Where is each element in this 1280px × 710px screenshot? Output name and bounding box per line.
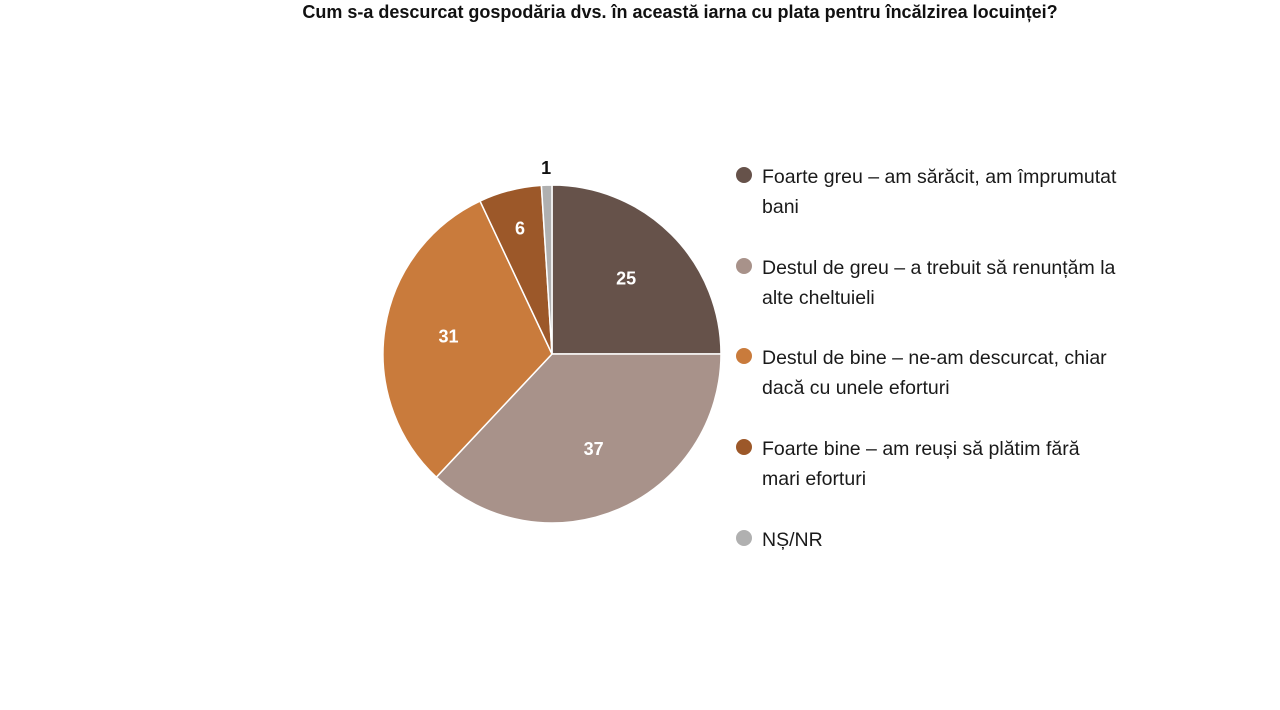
legend-label: Foarte bine – am reuși să plătim fără ma… bbox=[762, 438, 1080, 490]
slice-label-foarte-greu: 25 bbox=[616, 269, 636, 289]
legend-swatch bbox=[736, 530, 752, 546]
pie-slice-ns-nr bbox=[540, 184, 553, 355]
legend-swatch bbox=[736, 258, 752, 274]
chart-title: Cum s-a descurcat gospodăria dvs. în ace… bbox=[302, 2, 1058, 22]
slice-label-ns-nr: 1 bbox=[541, 158, 551, 178]
pie-slice-destul-de-bine bbox=[382, 200, 553, 479]
legend-label: Foarte greu – am sărăcit, am împrumutat … bbox=[762, 166, 1117, 218]
legend-label: Destul de bine – ne-am descurcat, chiar … bbox=[762, 347, 1107, 399]
legend-label: Destul de greu – a trebuit să renunțăm l… bbox=[762, 257, 1116, 309]
pie-slice-foarte-greu bbox=[551, 184, 722, 355]
legend-swatch bbox=[736, 167, 752, 183]
slice-label-destul-de-bine: 31 bbox=[438, 326, 458, 346]
slice-label-foarte-bine: 6 bbox=[515, 218, 525, 238]
legend-swatch bbox=[736, 348, 752, 364]
slice-label-destul-de-greu: 37 bbox=[584, 439, 604, 459]
legend-swatch bbox=[736, 439, 752, 455]
pie-slice-destul-de-greu bbox=[435, 353, 722, 524]
legend-label: NȘ/NR bbox=[762, 529, 823, 551]
